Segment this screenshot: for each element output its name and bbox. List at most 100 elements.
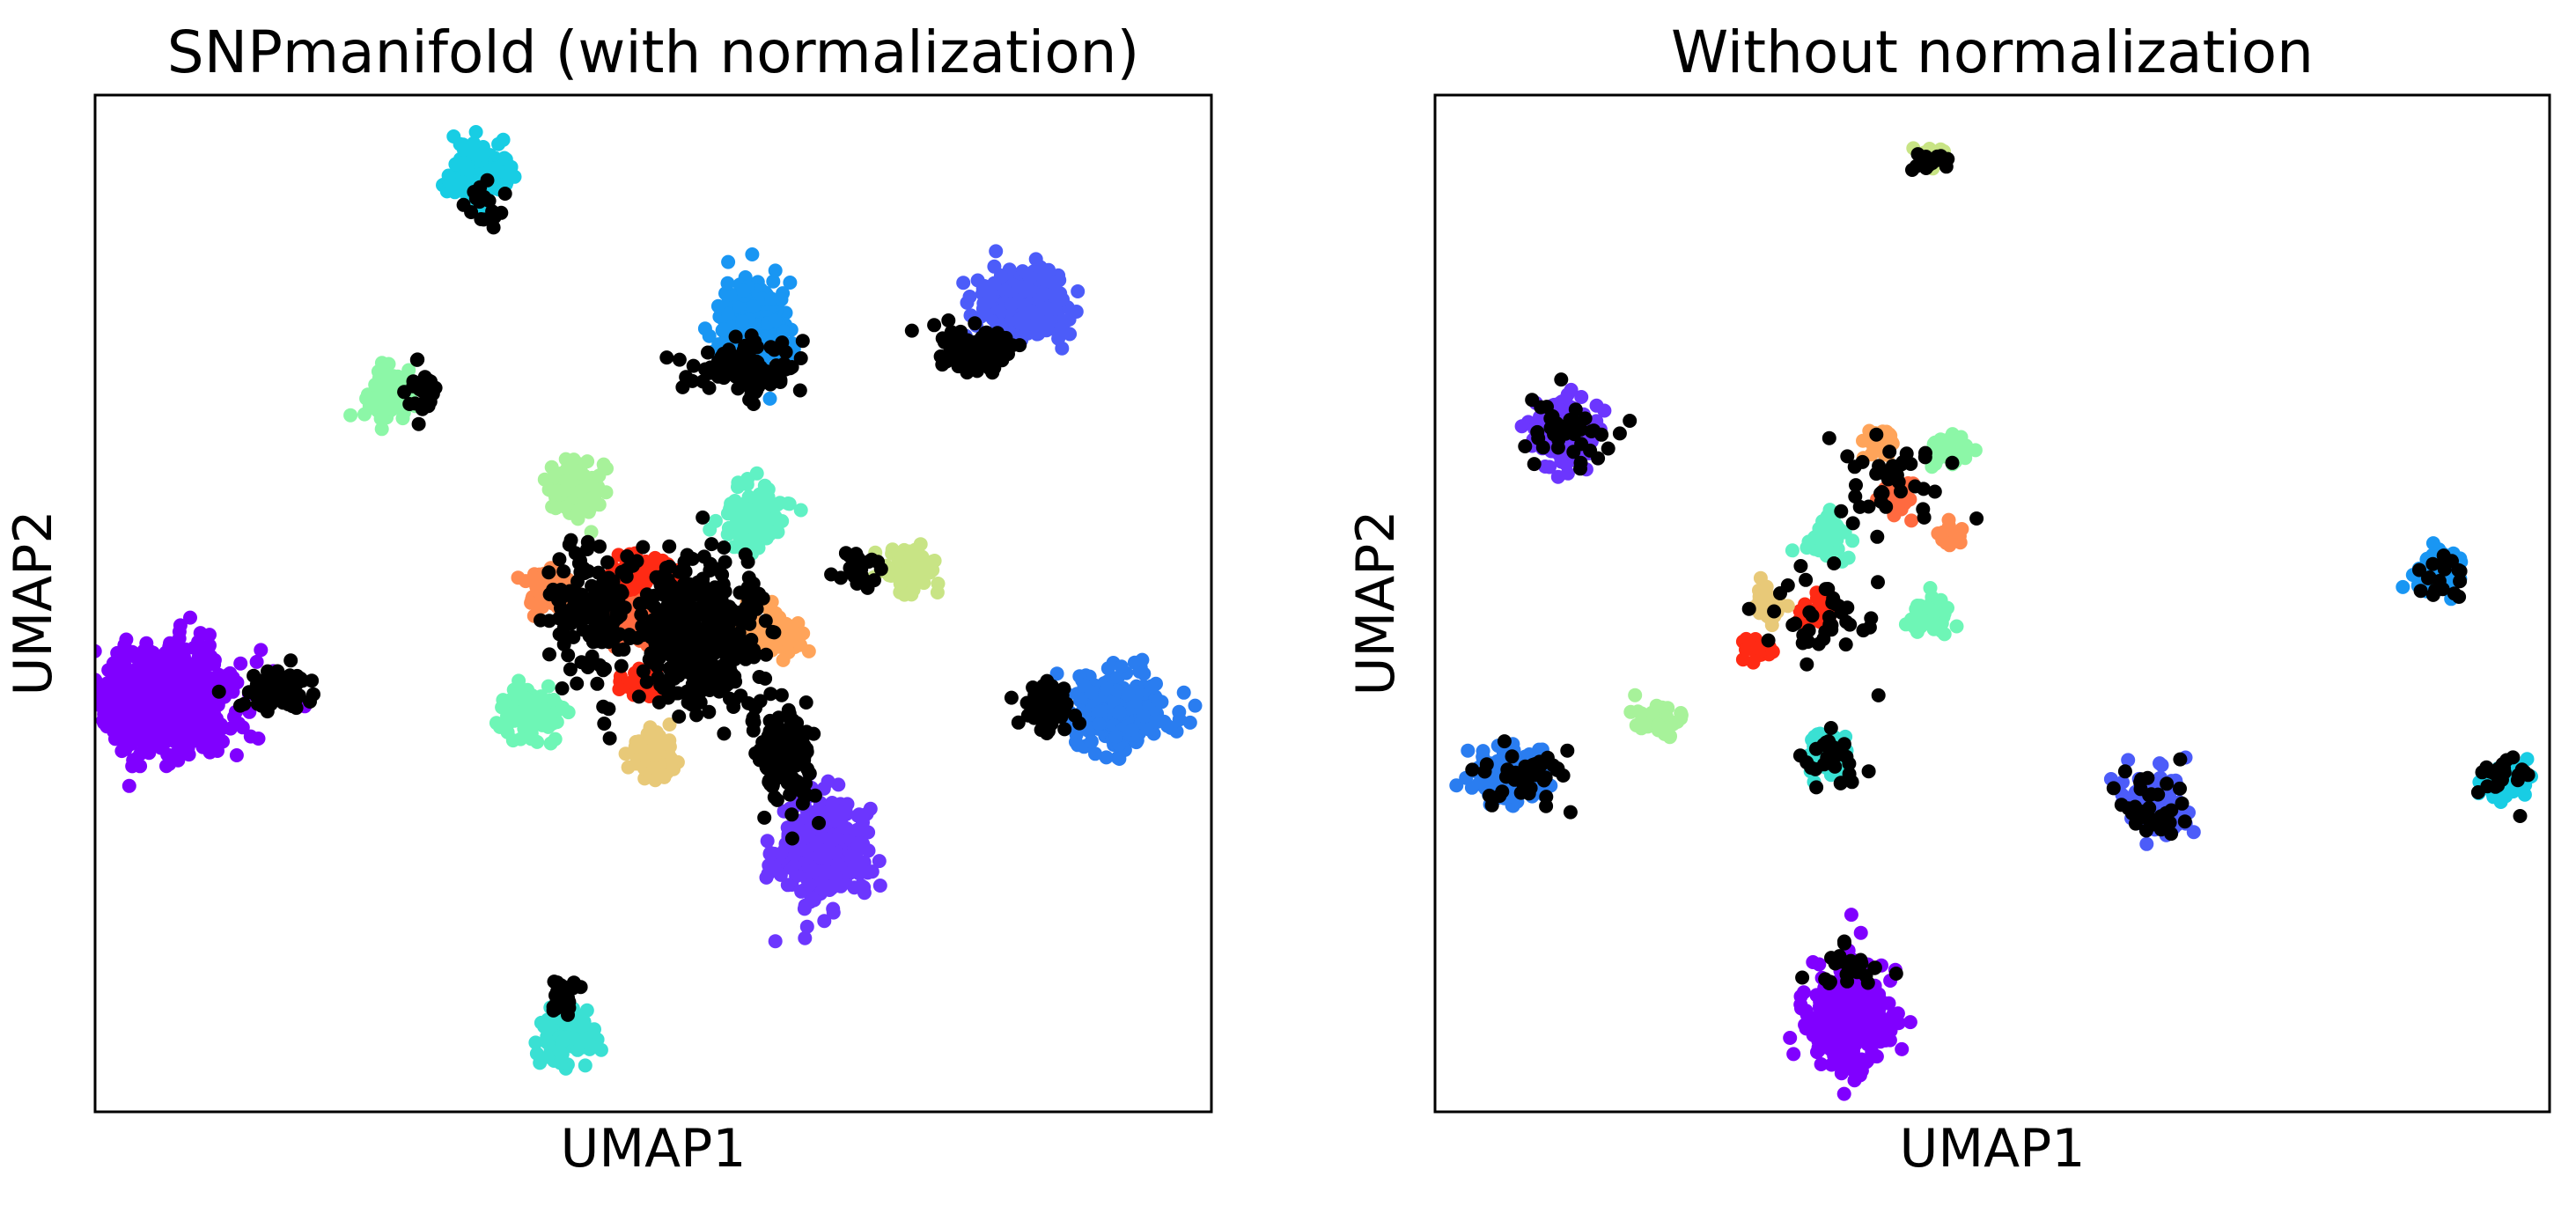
scatter-point-cluster-21 <box>944 325 959 340</box>
scatter-point-cluster-28 <box>555 681 570 695</box>
scatter-point-cluster-0 <box>158 683 173 698</box>
scatter-point-cluster-18 <box>651 670 666 685</box>
scatter-point-cluster-28 <box>568 607 583 621</box>
scatter-point-cluster-12 <box>618 746 633 761</box>
scatter-point-cluster-12 <box>1630 704 1645 719</box>
scatter-point-cluster-7 <box>379 402 394 417</box>
scatter-point-cluster-0 <box>163 662 178 677</box>
right-chart-title: Without normalization <box>1671 18 2314 86</box>
scatter-point-cluster-28 <box>602 731 617 746</box>
scatter-point-cluster-1 <box>799 919 814 934</box>
scatter-point-cluster-1 <box>834 804 849 819</box>
scatter-point-cluster-25 <box>428 380 443 395</box>
scatter-point-cluster-0 <box>169 746 184 761</box>
scatter-point-cluster-4 <box>1084 734 1099 749</box>
scatter-point-cluster-0 <box>127 728 142 743</box>
scatter-point-cluster-18 <box>741 570 756 585</box>
scatter-point-cluster-8 <box>583 492 597 507</box>
scatter-point-cluster-6 <box>528 1035 543 1050</box>
scatter-point-cluster-0 <box>202 745 217 760</box>
scatter-point-cluster-28 <box>617 600 632 615</box>
scatter-point-cluster-18 <box>733 688 748 703</box>
scatter-point-cluster-27 <box>839 546 854 561</box>
scatter-point-cluster-1 <box>768 934 783 949</box>
scatter-point-cluster-21 <box>995 353 1010 368</box>
scatter-point-cluster-1 <box>857 879 872 894</box>
scatter-point-cluster-19 <box>783 787 798 802</box>
scatter-point-cluster-4 <box>1069 727 1084 742</box>
scatter-point-cluster-21 <box>956 349 971 364</box>
scatter-point-cluster-1 <box>814 805 829 820</box>
right-scatter-points <box>1449 141 2538 1101</box>
scatter-point-cluster-5 <box>471 148 486 163</box>
scatter-point-cluster-2 <box>762 391 777 406</box>
scatter-point-cluster-1 <box>872 879 887 893</box>
scatter-point-cluster-11 <box>541 719 556 734</box>
scatter-point-cluster-0 <box>106 656 121 671</box>
scatter-point-cluster-18 <box>657 570 672 585</box>
scatter-point-cluster-28 <box>595 601 610 616</box>
scatter-point-cluster-19 <box>776 768 791 783</box>
scatter-point-cluster-27 <box>861 555 876 569</box>
scatter-point-cluster-28 <box>570 676 585 691</box>
scatter-point-cluster-26 <box>497 187 512 201</box>
scatter-point-cluster-2 <box>766 274 781 289</box>
scatter-point-cluster-0 <box>229 748 244 762</box>
scatter-point-cluster-24 <box>546 999 561 1014</box>
scatter-point-cluster-19 <box>799 695 813 710</box>
scatter-point-cluster-10 <box>1912 610 1927 625</box>
scatter-point-cluster-18 <box>695 656 710 671</box>
scatter-point-cluster-7 <box>376 386 391 401</box>
scatter-point-cluster-1 <box>819 879 834 893</box>
scatter-point-cluster-3 <box>956 276 971 290</box>
scatter-point-cluster-20 <box>763 340 778 355</box>
scatter-point-cluster-6 <box>593 1042 608 1057</box>
scatter-point-cluster-1 <box>817 914 832 929</box>
left-x-axis-label: UMAP1 <box>560 1118 746 1180</box>
scatter-point-cluster-1 <box>774 846 789 861</box>
scatter-point-cluster-18 <box>718 665 733 680</box>
scatter-point-cluster-16 <box>648 550 663 565</box>
scatter-point-cluster-19 <box>763 777 777 791</box>
scatter-point-cluster-28 <box>596 663 611 678</box>
scatter-point-cluster-11 <box>496 693 511 708</box>
scatter-point-cluster-1 <box>759 870 774 885</box>
scatter-point-cluster-0 <box>105 671 120 686</box>
scatter-point-cluster-9 <box>793 503 808 518</box>
scatter-point-cluster-21 <box>947 336 962 351</box>
scatter-point-cluster-28 <box>541 565 556 580</box>
scatter-point-cluster-3 <box>978 297 993 312</box>
scatter-point-cluster-18 <box>696 510 710 525</box>
scatter-point-cluster-0 <box>216 734 230 749</box>
scatter-point-cluster-2 <box>736 283 751 298</box>
scatter-point-cluster-0 <box>202 639 217 654</box>
scatter-point-cluster-2 <box>745 247 760 261</box>
scatter-point-cluster-5 <box>1941 512 1956 527</box>
scatter-point-cluster-4 <box>1088 746 1102 761</box>
scatter-point-cluster-22 <box>1034 690 1049 705</box>
scatter-point-cluster-8 <box>557 482 572 497</box>
scatter-point-cluster-18 <box>651 695 666 710</box>
scatter-point-cluster-1 <box>760 834 775 849</box>
scatter-point-cluster-23 <box>211 684 226 699</box>
scatter-point-cluster-18 <box>759 647 774 662</box>
scatter-point-cluster-28 <box>598 622 613 637</box>
scatter-point-cluster-1 <box>839 821 854 836</box>
scatter-point-cluster-28 <box>636 664 651 679</box>
scatter-point-cluster-8 <box>561 462 575 477</box>
scatter-point-cluster-19 <box>807 788 822 803</box>
scatter-point-cluster-6 <box>1822 534 1837 549</box>
left-scatter-points <box>95 125 1203 1076</box>
scatter-point-cluster-21 <box>981 333 996 348</box>
scatter-point-cluster-20 <box>686 358 701 373</box>
scatter-point-cluster-28 <box>573 553 587 568</box>
scatter-point-cluster-7 <box>343 408 358 423</box>
scatter-point-cluster-12 <box>652 729 666 744</box>
scatter-point-cluster-18 <box>711 682 726 697</box>
scatter-point-cluster-3 <box>962 290 977 304</box>
scatter-point-cluster-18 <box>723 691 737 706</box>
scatter-point-cluster-9 <box>1742 637 1757 652</box>
scatter-point-cluster-20 <box>659 350 674 365</box>
scatter-point-cluster-19 <box>774 688 789 702</box>
